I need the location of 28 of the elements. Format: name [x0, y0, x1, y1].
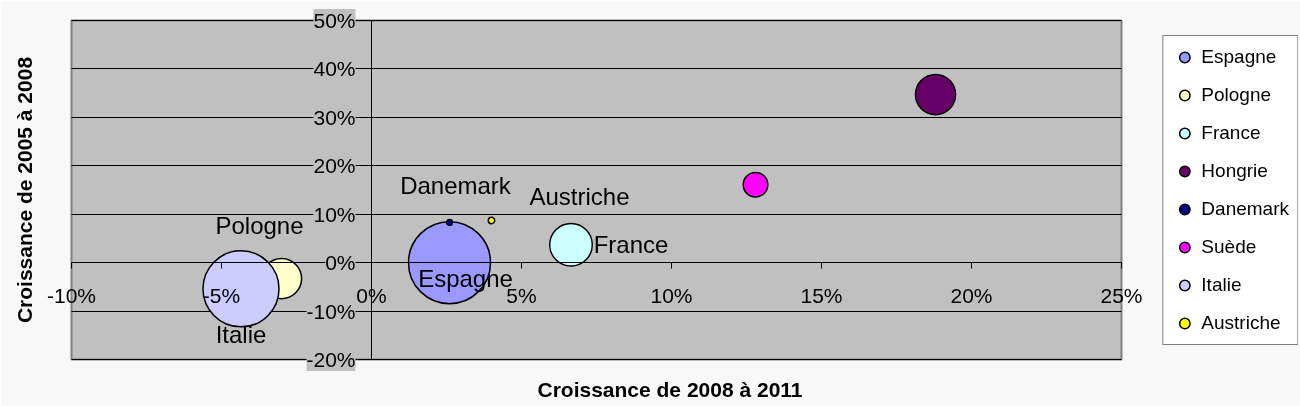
y-tick-label: 30%	[313, 105, 356, 129]
legend-label: Pologne	[1201, 82, 1272, 107]
y-tick-label: 10%	[313, 202, 356, 226]
data-label: France	[593, 231, 669, 259]
x-tick-label: 15%	[800, 283, 843, 307]
x-axis-title: Croissance de 2008 à 2011	[537, 378, 803, 401]
legend-label: Austriche	[1201, 310, 1281, 335]
legend-label: Suède	[1201, 234, 1257, 259]
y-tick-label: 40%	[313, 57, 356, 81]
legend-label: Italie	[1201, 272, 1242, 297]
y-tick-label: -20%	[306, 348, 356, 371]
y-tick-label: 20%	[313, 154, 356, 178]
legend-label: France	[1201, 120, 1261, 145]
x-tick-label: 20%	[950, 283, 993, 307]
y-tick-label: -10%	[306, 299, 356, 323]
x-tick-label: 25%	[1100, 283, 1143, 307]
legend-label: Espagne	[1201, 44, 1277, 69]
x-tick-label: 10%	[650, 283, 693, 307]
data-label: Pologne	[215, 212, 304, 240]
data-label: Italie	[215, 321, 267, 349]
legend-label: Danemark	[1201, 196, 1289, 221]
data-label: Austriche	[529, 183, 630, 211]
y-axis-title: Croissance de 2005 à 2008	[12, 56, 36, 324]
y-tick-label: 0%	[325, 251, 356, 275]
legend-label: Hongrie	[1201, 158, 1268, 183]
x-tick-label: -10%	[46, 283, 97, 307]
y-tick-label: 50%	[313, 9, 356, 32]
data-label: Danemark	[400, 171, 512, 199]
